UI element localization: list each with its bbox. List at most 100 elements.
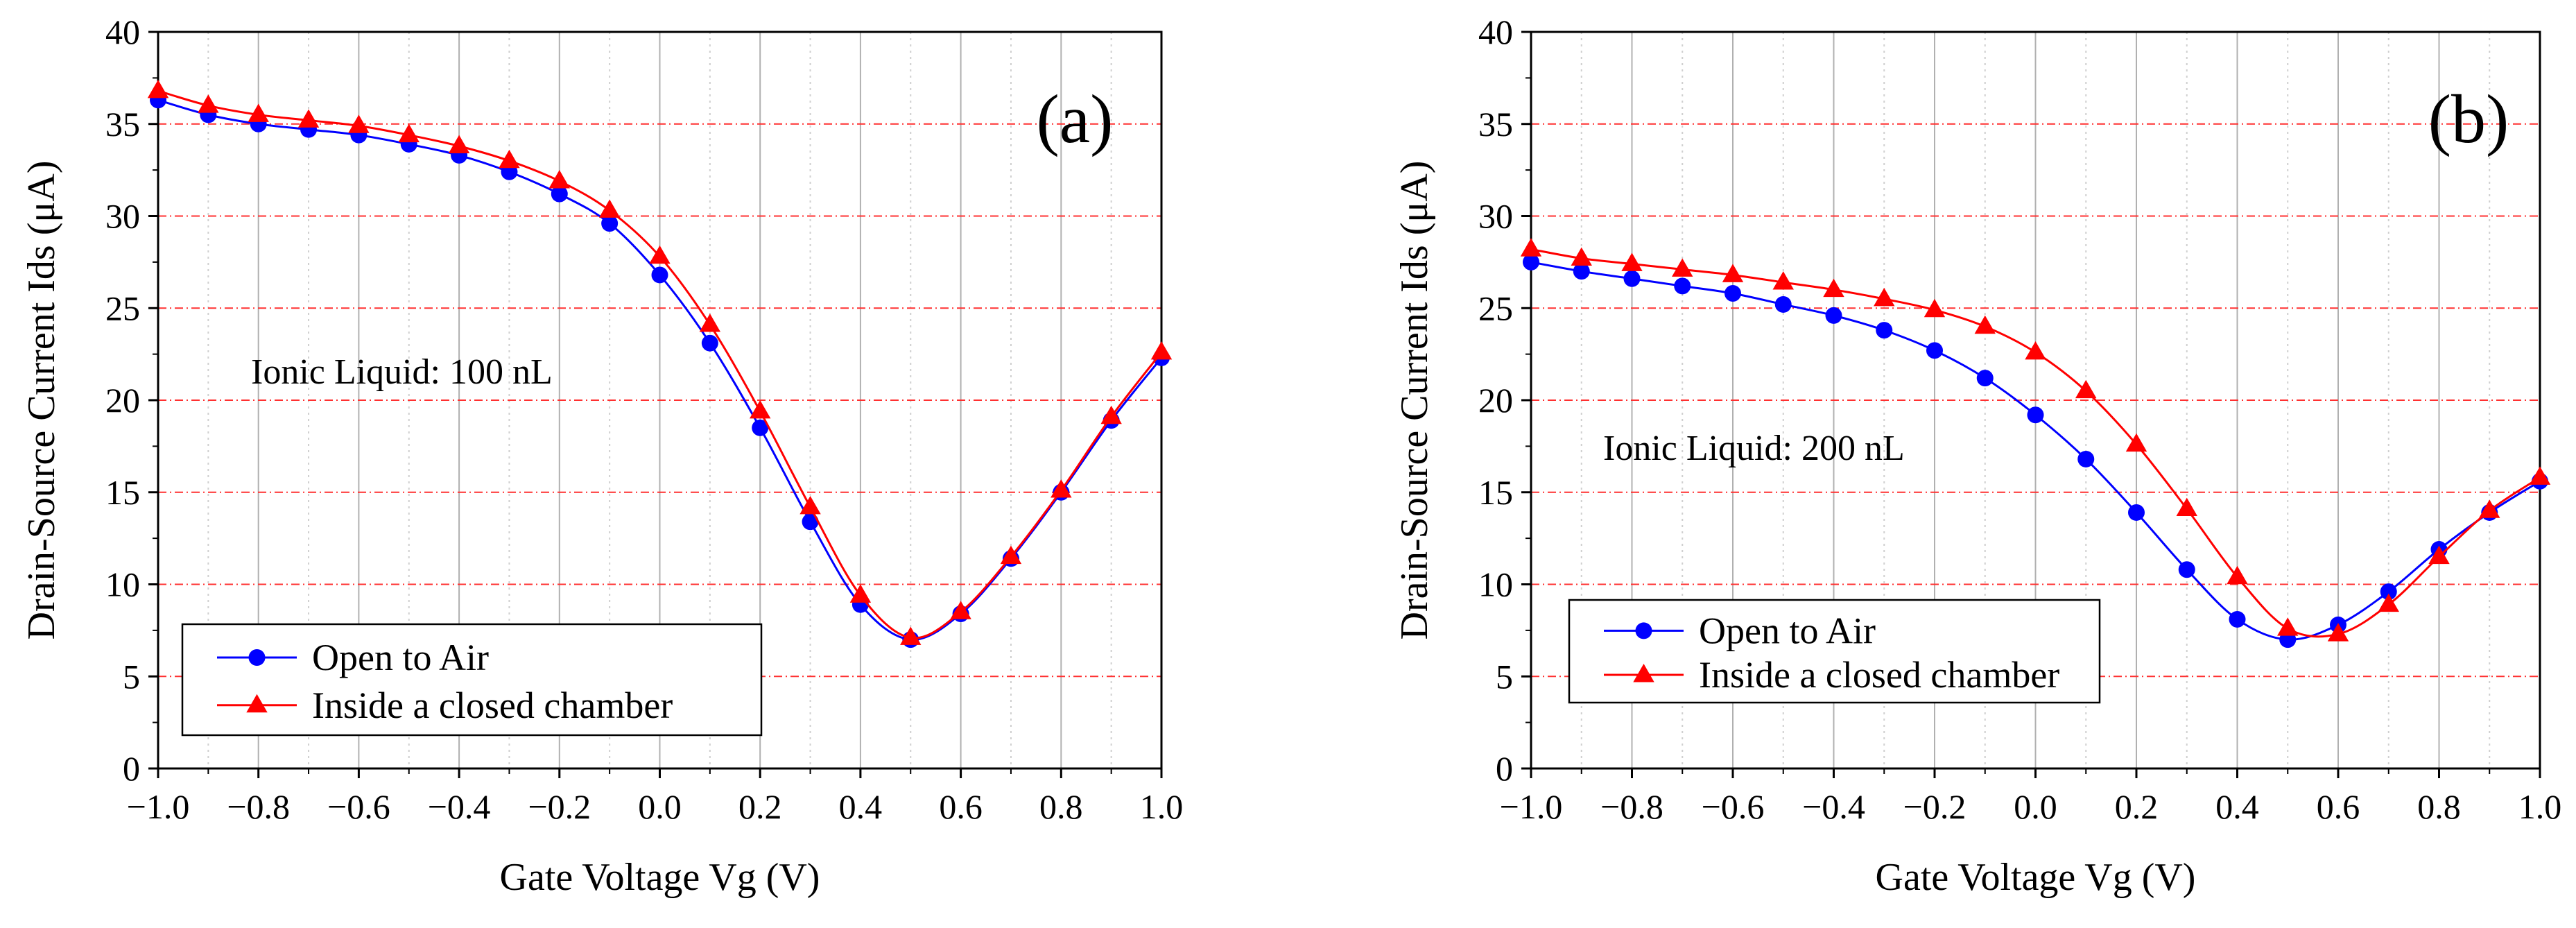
data-point: [1674, 277, 1691, 295]
y-tick-label: 5: [1496, 657, 1513, 696]
data-point: [651, 266, 668, 284]
data-point: [1523, 253, 1539, 270]
x-tick-label: −1.0: [127, 787, 190, 826]
data-point: [1100, 405, 1122, 424]
y-tick-label: 20: [1478, 381, 1513, 420]
data-point: [2178, 561, 2195, 578]
data-point: [752, 419, 769, 436]
panel-label: (a): [1037, 80, 1114, 157]
legend-label: Open to Air: [1699, 610, 1876, 651]
data-point: [2128, 504, 2145, 521]
y-tick-label: 0: [123, 749, 140, 788]
data-point: [448, 135, 470, 154]
series-closed-chamber: [1520, 238, 2551, 642]
data-point: [701, 334, 718, 352]
data-point: [1573, 263, 1590, 280]
data-point: [1150, 341, 1173, 360]
legend-label: Inside a closed chamber: [1699, 654, 2059, 696]
x-tick-label: 0.8: [1039, 787, 1083, 826]
data-point: [2428, 545, 2450, 565]
y-tick-label: 30: [105, 197, 140, 236]
x-tick-label: −0.4: [1802, 787, 1865, 826]
data-point: [1621, 252, 1643, 271]
data-point: [2529, 466, 2551, 485]
data-point: [750, 399, 771, 419]
data-point: [1623, 270, 1641, 287]
data-point: [398, 123, 420, 143]
y-tick-label: 40: [105, 12, 140, 51]
data-point: [551, 185, 568, 203]
data-point: [1571, 247, 1592, 266]
data-point: [248, 103, 269, 122]
legend-box: [181, 623, 763, 737]
data-point: [1722, 264, 1744, 282]
x-tick-label: 1.0: [2518, 787, 2562, 826]
x-axis-title: Gate Voltage Vg (V): [500, 856, 820, 899]
y-tick-label: 10: [105, 565, 140, 604]
data-point: [1974, 315, 1996, 334]
y-tick-label: 20: [105, 381, 140, 420]
data-point: [1774, 295, 1792, 313]
data-point: [950, 601, 971, 619]
data-point: [297, 109, 320, 128]
data-point: [1051, 479, 1072, 498]
data-point: [849, 584, 872, 603]
data-point: [2380, 583, 2397, 601]
data-point: [2277, 617, 2299, 636]
x-tick-label: 0.2: [738, 787, 782, 826]
data-point: [2327, 623, 2349, 642]
data-point: [198, 94, 219, 113]
x-tick-label: 0.0: [638, 787, 682, 826]
chart-panel-b: −1.0 −0.8 −0.6 −0.4 −0.2 0.0 0.2 0.4 0.6 0.8 1.0 0 5…: [1393, 12, 2561, 899]
y-tick-label: 35: [105, 105, 140, 144]
x-tick-label: 0.0: [2014, 787, 2057, 826]
data-point: [1724, 285, 1741, 302]
data-point: [147, 79, 169, 98]
data-point: [2227, 565, 2248, 585]
x-axis-title: Gate Voltage Vg (V): [1876, 856, 2196, 899]
data-point: [802, 513, 819, 531]
x-tick-label: −0.6: [1702, 787, 1765, 826]
annotation-text: Ionic Liquid: 200 nL: [1603, 429, 1905, 468]
legend-marker: [246, 694, 268, 713]
data-point: [548, 170, 570, 189]
data-point: [348, 114, 370, 133]
data-point: [1924, 298, 1946, 318]
x-tick-label: −0.6: [327, 787, 390, 826]
y-tick-label: 15: [1478, 473, 1513, 512]
data-point: [1976, 370, 1994, 387]
series-closed-chamber: [147, 79, 1173, 645]
data-point: [2077, 450, 2095, 467]
panel-label: (b): [2428, 80, 2509, 157]
chart-panel-a: −1.0 −0.8 −0.6 −0.4 −0.2 0.0 0.2 0.4 0.6 0.8 1.0 0 5…: [20, 12, 1183, 899]
legend-label: Inside a closed chamber: [312, 685, 673, 726]
data-point: [900, 626, 922, 645]
x-tick-label: 0.4: [2215, 787, 2259, 826]
data-point: [799, 495, 821, 515]
data-point: [1823, 278, 1844, 298]
data-point: [1876, 322, 1893, 339]
data-point: [1672, 258, 1693, 277]
y-tick-label: 25: [1478, 289, 1513, 327]
data-point: [2176, 497, 2197, 517]
data-point: [2378, 593, 2399, 612]
data-point: [1926, 342, 1943, 359]
annotation-text: Ionic Liquid: 100 nL: [251, 352, 553, 392]
x-tick-label: −0.8: [227, 787, 290, 826]
data-point: [649, 245, 671, 264]
x-tick-label: 0.8: [2417, 787, 2461, 826]
y-tick-label: 5: [123, 657, 140, 696]
data-point: [2229, 610, 2246, 628]
y-axis-title: Drain-Source Current Ids (μA): [1393, 161, 1436, 640]
series-line: [1530, 261, 2541, 641]
y-tick-label: 15: [105, 473, 140, 512]
data-point: [699, 313, 721, 332]
y-tick-label: 25: [105, 289, 140, 327]
data-point: [1772, 271, 1794, 290]
data-point: [499, 149, 520, 169]
x-tick-label: −0.2: [1903, 787, 1966, 826]
data-point: [1874, 287, 1895, 307]
